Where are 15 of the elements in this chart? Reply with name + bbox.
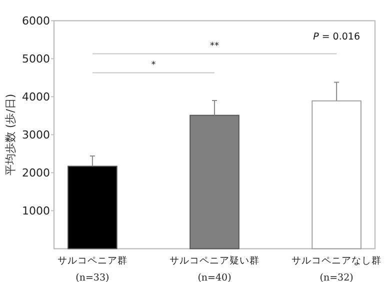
x-tick-label: サルコペニア疑い群 (n=40): [170, 254, 260, 282]
x-tick-label: サルコペニア群 (n=33): [57, 254, 128, 282]
y-tick-label: 5000: [22, 52, 50, 66]
y-tick-label: 1000: [22, 204, 50, 218]
y-axis-title: 平均歩数 (歩/日): [4, 94, 17, 176]
annotation: P = 0.016: [313, 32, 360, 43]
y-tick-label: 4000: [22, 90, 50, 104]
bar: [68, 166, 118, 250]
y-tick-label: 6000: [22, 14, 50, 28]
bar: [312, 100, 362, 250]
x-tick-label: サルコペニアなし群 (n=32): [292, 254, 382, 282]
y-tick-label: 2000: [22, 166, 50, 180]
annotation: **: [210, 42, 220, 52]
annotation: *: [151, 60, 156, 71]
y-tick-label: 3000: [22, 128, 50, 142]
